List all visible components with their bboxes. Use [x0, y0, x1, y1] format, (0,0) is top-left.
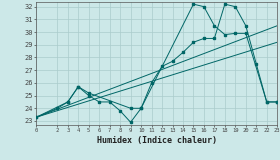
X-axis label: Humidex (Indice chaleur): Humidex (Indice chaleur) [97, 136, 217, 145]
